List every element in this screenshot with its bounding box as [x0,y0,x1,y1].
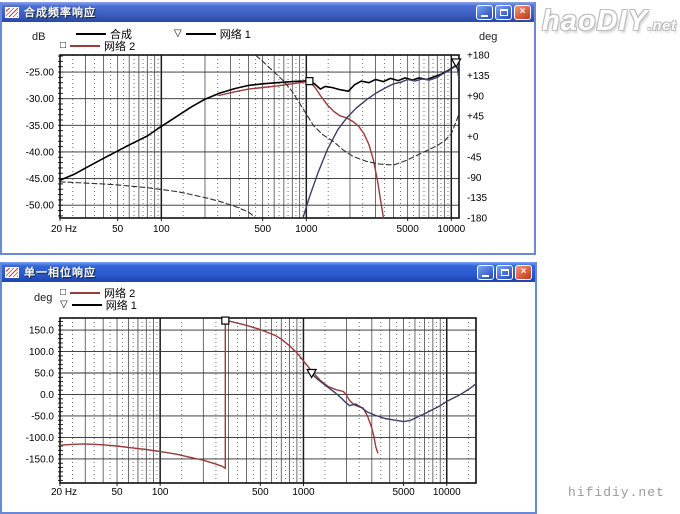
maximize-icon [499,8,508,16]
svg-text:150.0: 150.0 [29,326,54,337]
square-marker-icon: □ [60,40,67,51]
svg-text:1000: 1000 [292,487,315,498]
close-icon: × [520,266,527,277]
legend-label: 网络 1 [105,300,137,312]
minimize-icon [482,274,489,277]
svg-text:100.0: 100.0 [29,347,54,358]
svg-text:-50.00: -50.00 [26,201,55,212]
legend-item-network1: ▽ 网络 1 [174,26,251,42]
maximize-icon [500,268,509,276]
svg-text:100: 100 [153,224,170,235]
window-icon [5,6,19,18]
svg-text:-35.00: -35.00 [26,121,55,132]
legend-line-sample [70,292,101,294]
svg-text:20 Hz: 20 Hz [51,224,77,235]
left-axis-unit: dB [32,31,46,43]
svg-text:+180: +180 [467,51,490,62]
window-body: deg □ 网络 2 ▽ 网络 1 150.0 100.0 50.0 0.0 -50.0… [2,282,535,512]
minimize-button[interactable] [476,4,493,20]
window-single-phase-response: 单一相位响应 × deg □ 网络 2 ▽ 网络 1 150.0 100.0 50.… [0,262,537,514]
legend-item-network1: ▽ 网络 1 [60,297,137,313]
legend-label: 网络 1 [219,29,251,41]
svg-text:-25.00: -25.00 [26,68,55,79]
svg-text:5000: 5000 [392,487,415,498]
legend-label: 合成 [110,29,132,41]
svg-text:50: 50 [112,224,124,235]
svg-text:+135: +135 [467,71,490,82]
close-button[interactable]: × [514,4,531,20]
legend-item-network2: □ 网络 2 [60,285,135,301]
svg-text:100: 100 [152,487,169,498]
svg-text:-180: -180 [467,214,487,225]
svg-text:-45: -45 [467,152,482,163]
svg-text:-40.00: -40.00 [26,147,55,158]
window-body: dB deg 合成 ▽ 网络 1 □ 网络 2 -25.00 -30.00 -35.… [2,22,534,253]
legend-line-sample [70,45,101,47]
svg-text:10000: 10000 [437,224,465,235]
maximize-button[interactable] [496,264,513,280]
window-icon [5,266,19,278]
svg-text:50.0: 50.0 [35,369,55,380]
svg-text:-135: -135 [467,193,487,204]
svg-text:-45.00: -45.00 [26,174,55,185]
left-axis-unit: deg [34,292,53,304]
svg-text:5000: 5000 [397,224,420,235]
window-composite-frequency-response: 合成频率响应 × dB deg 合成 ▽ 网络 1 □ 网络 2 -25.00-… [0,2,536,255]
legend-label: 网络 2 [104,288,136,300]
minimize-icon [481,14,488,17]
svg-text:-30.00: -30.00 [26,94,55,105]
svg-text:50: 50 [111,487,123,498]
svg-text:-50.0: -50.0 [31,411,54,422]
single-phase-response-chart[interactable]: 150.0 100.0 50.0 0.0 -50.0 -100.0 -150.0 20 Hz 5… [2,282,535,511]
square-marker-icon: □ [60,287,67,298]
right-axis-unit: deg [479,31,498,43]
hifidiy-watermark: hifidiy.net [568,485,665,500]
legend-line-sample [76,33,106,35]
legend-label: 网络 2 [104,41,136,53]
close-icon: × [519,6,526,17]
svg-text:-90: -90 [467,173,482,184]
legend-item-composite: 合成 [76,26,132,42]
svg-text:-150.0: -150.0 [26,454,55,465]
svg-text:0.0: 0.0 [40,390,54,401]
svg-text:-100.0: -100.0 [26,433,55,444]
svg-text:+0: +0 [467,132,479,143]
titlebar[interactable]: 单一相位响应 × [2,262,535,282]
triangle-marker-icon: ▽ [60,299,68,310]
svg-text:20 Hz: 20 Hz [51,487,77,498]
svg-text:+45: +45 [467,112,484,123]
svg-text:10000: 10000 [433,487,461,498]
legend-item-network2: □ 网络 2 [60,38,135,54]
minimize-button[interactable] [477,264,494,280]
svg-text:1000: 1000 [295,224,318,235]
svg-text:500: 500 [252,487,269,498]
window-title: 合成频率响应 [24,7,96,19]
composite-frequency-response-chart[interactable]: -25.00 -30.00 -35.00 -40.00 -45.00 -50.00 +180… [2,22,534,253]
svg-text:+90: +90 [467,91,484,102]
triangle-marker-icon: ▽ [174,28,182,39]
close-button[interactable]: × [515,264,532,280]
window-title: 单一相位响应 [24,267,96,279]
legend-line-sample [71,304,102,306]
legend-line-sample [185,33,216,35]
maximize-button[interactable] [495,4,512,20]
haodiy-logo: haoDIY.net [542,5,677,37]
svg-text:500: 500 [254,224,271,235]
titlebar[interactable]: 合成频率响应 × [2,2,534,22]
